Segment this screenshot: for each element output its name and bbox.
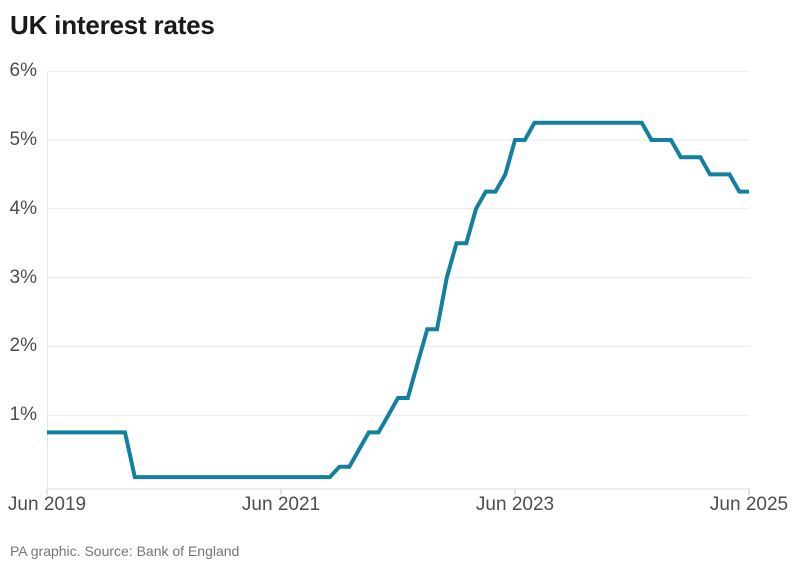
y-axis-tick-label: 6%: [9, 60, 37, 82]
x-axis-tick-label: Jun 2023: [475, 494, 555, 515]
source-note: PA graphic. Source: Bank of England: [10, 543, 240, 559]
y-axis-tick-label: 3%: [9, 266, 37, 288]
x-axis-tick-label: Jun 2021: [241, 494, 321, 515]
rate-line-series: [47, 120, 749, 480]
y-axis-tick-label: 1%: [9, 404, 37, 426]
x-axis-tick-label: Jun 2025: [709, 494, 789, 515]
chart-title: UK interest rates: [10, 10, 215, 40]
x-axis-tick-label: Jun 2019: [7, 494, 87, 515]
y-axis-tick-label: 5%: [9, 129, 37, 150]
y-axis-tick-label: 4%: [9, 197, 37, 219]
y-axis-tick-label: 2%: [9, 335, 37, 357]
